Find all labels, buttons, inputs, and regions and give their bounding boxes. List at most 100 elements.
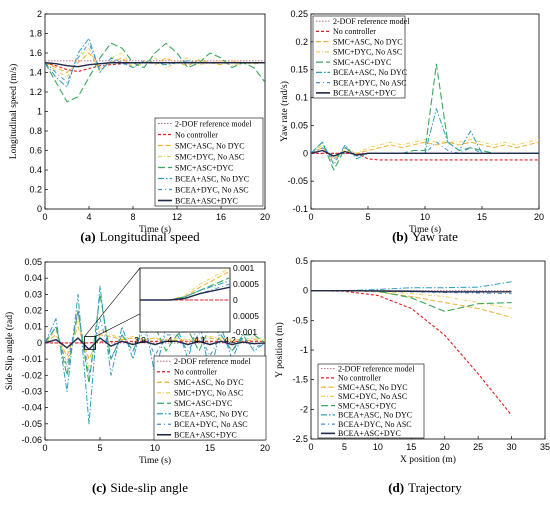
inset-y-tick-label: 0.001 — [233, 263, 255, 273]
x-axis-label: Time (s) — [409, 224, 441, 235]
legend-entry-label: BCEA+ASC+DYC — [175, 196, 238, 205]
legend-entry-label: No controller — [333, 27, 376, 36]
legend-entry-label: SMC+DYC, No ASC — [174, 389, 243, 398]
caption-tag: (b) — [392, 229, 408, 244]
legend-entry-label: BCEA+ASC+DYC — [338, 429, 401, 438]
legend-box — [317, 363, 425, 439]
x-tick-label: 5 — [342, 442, 347, 452]
y-tick-label: 0.15 — [290, 65, 308, 75]
legend-entry-label: SMC+DYC, No ASC — [333, 48, 402, 57]
legend: 2-DOF reference model No controller SMC+AS… — [154, 117, 264, 207]
legend-entry-label: SMC+ASC+DYC — [338, 401, 396, 410]
legend-entry-label: BCEA+ASC+DYC — [333, 89, 396, 98]
y-tick-label: 0 — [37, 338, 42, 348]
legend-box — [312, 15, 406, 99]
y-tick-label: 0.5 — [295, 256, 308, 266]
y-tick-label: -0.05 — [287, 176, 308, 186]
y-tick-label: 1 — [37, 107, 42, 117]
y-tick-label: -0.06 — [21, 435, 42, 445]
legend-entry-label: BCEA+ASC, No DYC — [333, 68, 407, 77]
x-tick-label: 5 — [97, 443, 102, 453]
caption-tag: (c) — [92, 480, 106, 495]
panel-yaw-rate: -0.1 -0.05 0 0.05 0.1 0.15 0.2 0.25 0 5 10 15 20 Time… — [279, 9, 544, 244]
zoom-connector — [84, 267, 141, 337]
y-tick-label: -2 — [300, 404, 308, 414]
series-line-8 — [45, 337, 265, 351]
panel-caption: (b) Yaw rate — [392, 229, 458, 244]
y-tick-label: 0.01 — [24, 322, 42, 332]
series-line-6 — [311, 281, 512, 292]
legend-entry-label: SMC+ASC, No DYC — [333, 37, 403, 46]
y-tick-label: 0.4 — [29, 165, 42, 175]
legend-entry-label: BCEA+DYC, No ASC — [174, 420, 248, 429]
y-axis-label: Y position (m) — [274, 322, 285, 378]
zoom-region-box — [84, 336, 96, 350]
y-tick-label: 0.05 — [24, 257, 42, 267]
y-tick-label: -0.1 — [292, 204, 308, 214]
x-tick-label: 10 — [150, 443, 160, 453]
y-tick-label: 2 — [37, 9, 42, 19]
x-tick-label: 0 — [42, 443, 47, 453]
panel-side-slip-angle: -0.06 -0.05 -0.04 -0.03 -0.02 -0.01 0 0.01 0.02 0… — [4, 257, 270, 495]
x-tick-label: 10 — [373, 442, 383, 452]
x-tick-label: 30 — [507, 442, 517, 452]
caption-tag: (d) — [388, 480, 404, 495]
x-tick-label: 8 — [130, 212, 135, 222]
inset-x-tick-label: 3.9 — [134, 335, 146, 345]
legend-entry-label: SMC+ASC, No DYC — [338, 383, 408, 392]
y-tick-label: 1.2 — [29, 87, 42, 97]
x-tick-label: 16 — [216, 212, 226, 222]
y-tick-label: 0.25 — [290, 9, 308, 19]
caption-tag: (a) — [80, 229, 95, 244]
legend-entry-label: No controller — [338, 374, 381, 383]
x-tick-label: 0 — [308, 212, 313, 222]
inset-plot: -0.001 0.0005 0 0.0005 0.001 3.9 4 4.1 4.2 — [134, 263, 259, 345]
y-tick-label: 0.1 — [295, 93, 308, 103]
series-line-8 — [311, 149, 539, 157]
y-tick-label: 0 — [303, 148, 308, 158]
legend-entry-label: SMC+ASC, No DYC — [174, 378, 244, 387]
y-tick-label: 0.02 — [24, 306, 42, 316]
series-line-2 — [311, 290, 512, 416]
y-tick-label: -0.02 — [21, 370, 42, 380]
legend-entry-label: 2-DOF reference model — [174, 357, 251, 366]
y-tick-label: -0.05 — [21, 419, 42, 429]
panel-longitudinal-speed: 00.20.40.60.811.21.41.61.820 4 8 12 16 20Time… — [8, 9, 270, 244]
legend-entry-label: SMC+ASC+DYC — [174, 399, 232, 408]
caption-text: Trajectory — [408, 480, 462, 495]
x-tick-label: 15 — [477, 212, 487, 222]
legend-entry-label: 2-DOF reference model — [175, 119, 252, 128]
panel-caption: (a) Longitudinal speed — [80, 229, 200, 244]
x-tick-label: 10 — [420, 212, 430, 222]
legend-entry-label: No controller — [175, 130, 218, 139]
inset-series-line-8 — [140, 286, 230, 301]
legend-entry-label: SMC+ASC+DYC — [175, 163, 233, 172]
y-tick-label: -1.5 — [292, 375, 308, 385]
legend-entry-label: SMC+ASC+DYC — [333, 58, 391, 67]
panel-caption: (c) Side-slip angle — [92, 480, 188, 495]
inset-x-tick-label: 4 — [168, 335, 173, 345]
x-tick-label: 35 — [540, 442, 550, 452]
y-tick-label: -1 — [300, 345, 308, 355]
y-tick-label: 0.04 — [24, 273, 42, 283]
panel-caption: (d) Trajectory — [388, 480, 462, 495]
x-tick-label: 20 — [260, 212, 270, 222]
legend-entry-label: SMC+DYC, No ASC — [175, 152, 244, 161]
x-tick-label: 0 — [42, 212, 47, 222]
y-tick-label: 0.2 — [295, 37, 308, 47]
series-line-8 — [311, 289, 512, 293]
x-axis-label: Time (s) — [139, 224, 171, 235]
plot-area — [45, 37, 265, 103]
y-tick-label: -0.5 — [292, 315, 308, 325]
inset-y-tick-label: -0.001 — [233, 327, 257, 337]
x-tick-label: 4 — [86, 212, 91, 222]
plot-area — [311, 281, 512, 416]
legend-box — [154, 117, 264, 207]
y-tick-label: 0.2 — [29, 185, 42, 195]
legend-entry-label: BCEA+ASC, No DYC — [338, 411, 412, 420]
legend-entry-label: 2-DOF reference model — [333, 17, 410, 26]
x-tick-label: 20 — [260, 443, 270, 453]
y-tick-label: -0.03 — [21, 386, 42, 396]
